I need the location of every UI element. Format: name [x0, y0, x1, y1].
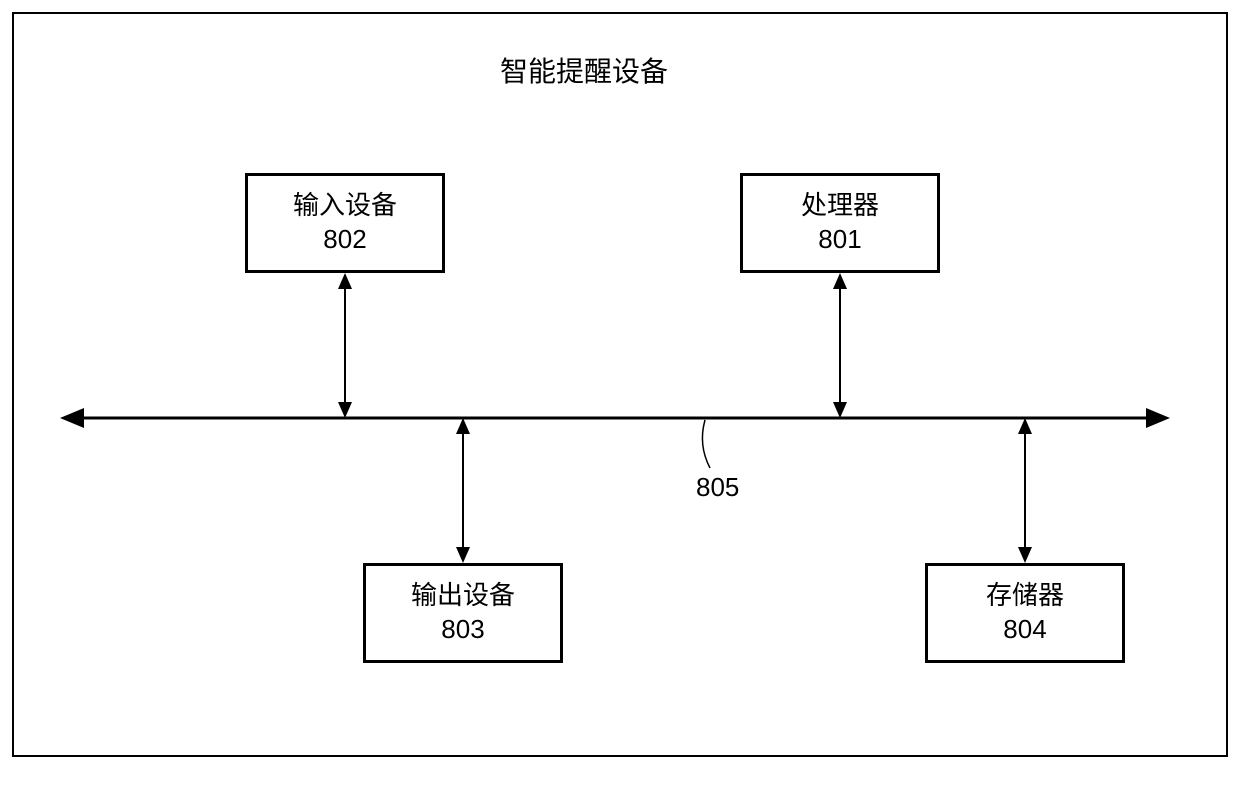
bus-label: 805 [696, 472, 739, 503]
diagram-title: 智能提醒设备 [500, 50, 668, 90]
block-input-device-label: 输入设备 [293, 189, 397, 223]
block-processor-label: 处理器 [801, 189, 879, 223]
block-processor-number: 801 [818, 223, 861, 257]
block-input-device-number: 802 [323, 223, 366, 257]
block-memory-label: 存储器 [986, 579, 1064, 613]
block-output-device-number: 803 [441, 613, 484, 647]
block-processor: 处理器 801 [740, 173, 940, 273]
block-output-device-label: 输出设备 [411, 579, 515, 613]
block-input-device: 输入设备 802 [245, 173, 445, 273]
block-memory: 存储器 804 [925, 563, 1125, 663]
block-output-device: 输出设备 803 [363, 563, 563, 663]
block-memory-number: 804 [1003, 613, 1046, 647]
